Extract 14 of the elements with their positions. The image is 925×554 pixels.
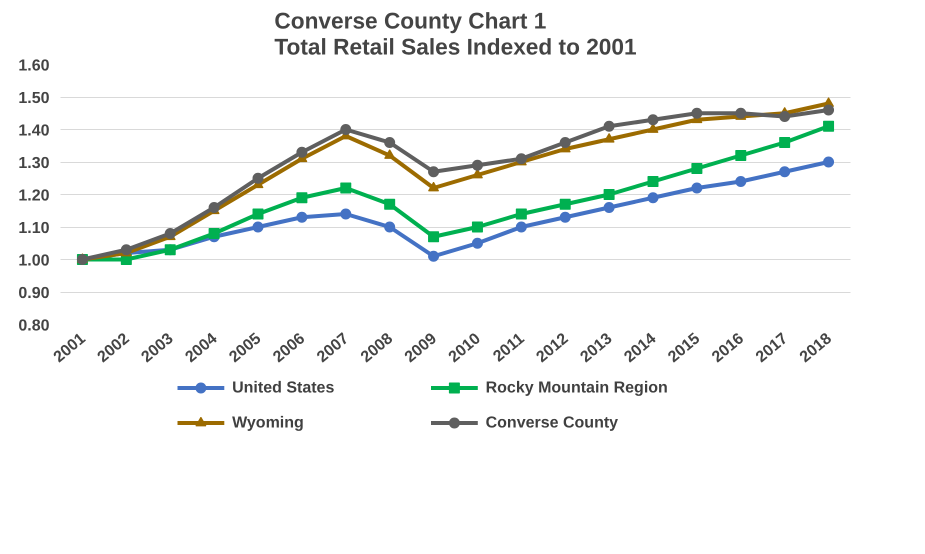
y-tick-label: 1.40 (18, 122, 50, 140)
y-tick-label: 0.90 (18, 285, 50, 302)
y-tick-label: 1.50 (18, 90, 50, 107)
y-tick-label: 1.30 (18, 155, 50, 172)
y-tick-label: 1.10 (18, 220, 50, 237)
y-tick-label: 1.20 (18, 188, 50, 204)
legend-label: United States (232, 380, 334, 396)
legend-label: Wyoming (232, 414, 304, 432)
legend-label: Converse County (486, 414, 618, 432)
y-tick-label: 1.60 (18, 58, 50, 74)
y-tick-label: 1.00 (18, 252, 50, 270)
chart-title: Converse County Chart 1 Total Retail Sales Indexed to 2001 (274, 8, 637, 60)
legend-label: Rocky Mountain Region (486, 380, 668, 396)
y-tick-label: 0.80 (18, 318, 50, 334)
